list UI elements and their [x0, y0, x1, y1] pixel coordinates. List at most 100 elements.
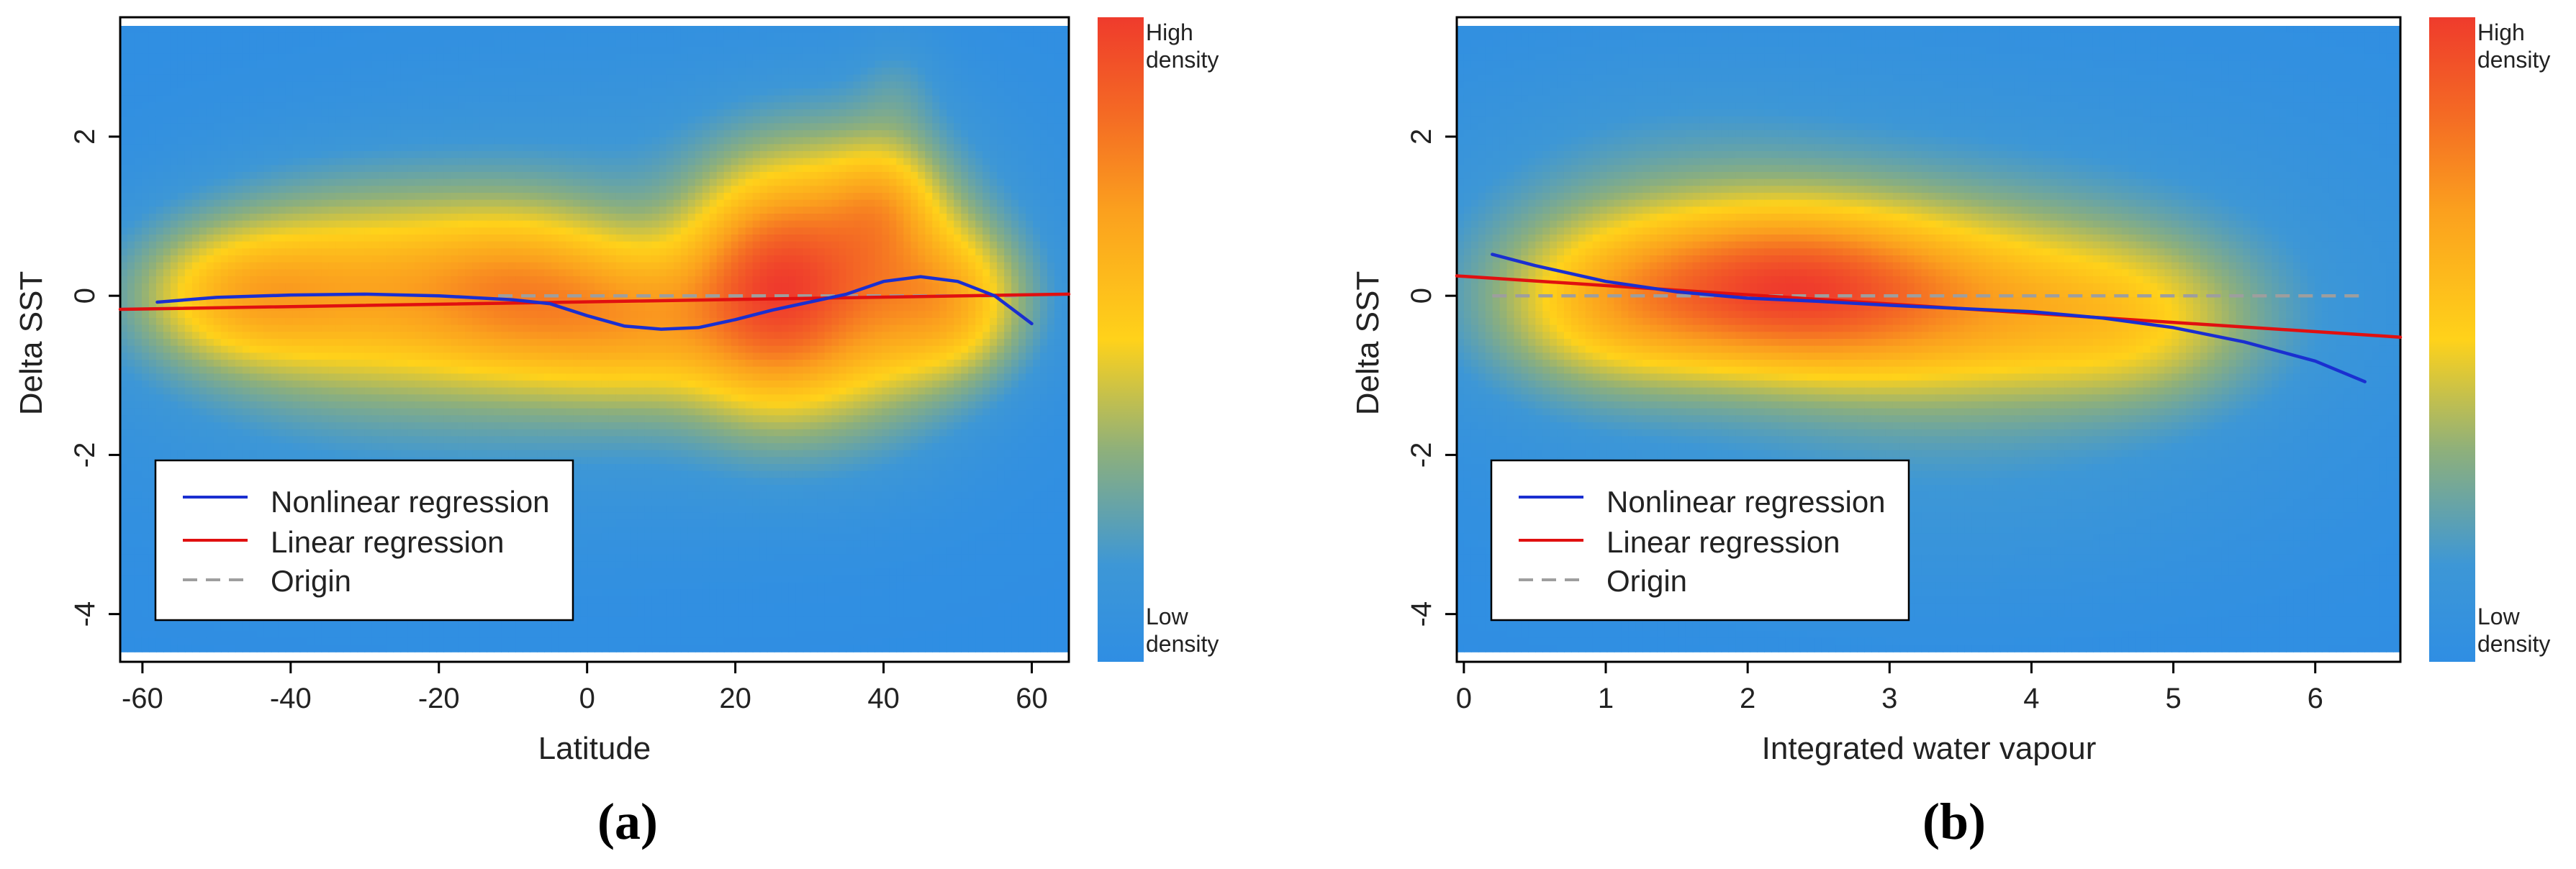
heatmap-cell [1040, 137, 1048, 145]
heatmap-cell [831, 276, 840, 284]
heatmap-cell [889, 32, 898, 41]
heatmap-cell [530, 137, 538, 145]
heatmap-cell [903, 186, 912, 194]
heatmap-cell [451, 60, 459, 68]
heatmap-cell [206, 53, 214, 62]
heatmap-cell [314, 26, 322, 34]
heatmap-cell [781, 199, 790, 208]
heatmap-cell [357, 241, 366, 250]
heatmap-cell [1004, 137, 1012, 145]
heatmap-cell [975, 123, 983, 131]
heatmap-cell [393, 241, 402, 250]
heatmap-cell [975, 172, 983, 180]
heatmap-cell [745, 137, 754, 145]
heatmap-cell [227, 68, 236, 76]
heatmap-cell [559, 248, 566, 256]
heatmap-cell [1054, 269, 1062, 277]
heatmap-cell [860, 269, 869, 277]
heatmap-cell [810, 235, 818, 242]
heatmap-cell [249, 178, 258, 187]
heatmap-cell [817, 53, 826, 62]
heatmap-cell [767, 262, 775, 270]
heatmap-cell [407, 123, 416, 131]
heatmap-cell [141, 199, 150, 208]
heatmap-cell [860, 81, 869, 89]
heatmap-cell [429, 193, 438, 201]
heatmap-cell [680, 151, 689, 159]
heatmap-cell [191, 88, 200, 96]
heatmap-cell [644, 151, 653, 159]
heatmap-cell [601, 283, 610, 291]
heatmap-cell [932, 193, 941, 201]
heatmap-cell [422, 220, 430, 229]
heatmap-cell [601, 81, 610, 89]
heatmap-cell [357, 193, 366, 201]
heatmap-cell [587, 144, 595, 152]
heatmap-cell [781, 47, 790, 55]
heatmap-cell [443, 214, 452, 222]
heatmap-cell [199, 276, 207, 284]
heatmap-cell [508, 269, 516, 277]
heatmap-cell [242, 47, 250, 55]
heatmap-cell [738, 102, 746, 110]
heatmap-cell [1018, 262, 1026, 270]
heatmap-cell [393, 123, 402, 131]
heatmap-cell [731, 144, 739, 152]
heatmap-cell [458, 186, 466, 194]
heatmap-cell [882, 109, 890, 117]
heatmap-cell [148, 269, 157, 277]
heatmap-cell [608, 178, 617, 187]
heatmap-cell [723, 53, 732, 62]
heatmap-cell [1033, 269, 1041, 277]
heatmap-cell [422, 130, 430, 138]
heatmap-cell [141, 186, 150, 194]
heatmap-cell [1033, 193, 1041, 201]
heatmap-cell [278, 53, 286, 62]
heatmap-cell [673, 53, 682, 62]
heatmap-cell [472, 193, 481, 201]
heatmap-cell [393, 95, 402, 104]
heatmap-cell [839, 116, 847, 124]
heatmap-cell [723, 199, 732, 208]
heatmap-cell [731, 220, 739, 229]
heatmap-cell [595, 248, 602, 256]
heatmap-cell [997, 81, 1005, 89]
heatmap-cell [1033, 47, 1041, 55]
heatmap-cell [644, 123, 653, 131]
heatmap-cell [429, 40, 438, 47]
heatmap-cell [759, 227, 768, 235]
heatmap-cell [487, 123, 495, 131]
heatmap-cell [1011, 193, 1019, 201]
heatmap-cell [803, 74, 811, 83]
heatmap-cell [415, 102, 423, 110]
heatmap-cell [795, 60, 804, 68]
heatmap-cell [551, 60, 559, 68]
heatmap-cell [199, 109, 207, 117]
heatmap-cell [127, 47, 135, 55]
heatmap-cell [651, 137, 660, 145]
heatmap-cell [220, 269, 229, 277]
heatmap-cell [551, 186, 559, 194]
heatmap-cell [846, 165, 854, 173]
heatmap-cell [767, 255, 775, 263]
heatmap-cell [242, 193, 250, 201]
heatmap-cell [997, 158, 1005, 166]
heatmap-cell [177, 47, 186, 55]
heatmap-cell [752, 248, 761, 256]
heatmap-cell [795, 283, 804, 291]
heatmap-cell [781, 102, 790, 110]
heatmap-cell [1004, 47, 1012, 55]
heatmap-cell [400, 53, 409, 62]
heatmap-cell [687, 26, 696, 34]
heatmap-cell [680, 158, 689, 166]
heatmap-cell [199, 81, 207, 89]
heatmap-cell [566, 102, 574, 110]
heatmap-cell [379, 151, 387, 159]
heatmap-cell [206, 193, 214, 201]
heatmap-cell [263, 178, 272, 187]
heatmap-cell [357, 269, 366, 277]
heatmap-cell [163, 269, 171, 277]
heatmap-cell [429, 241, 438, 250]
heatmap-cell [716, 47, 725, 55]
heatmap-cell [1018, 276, 1026, 284]
